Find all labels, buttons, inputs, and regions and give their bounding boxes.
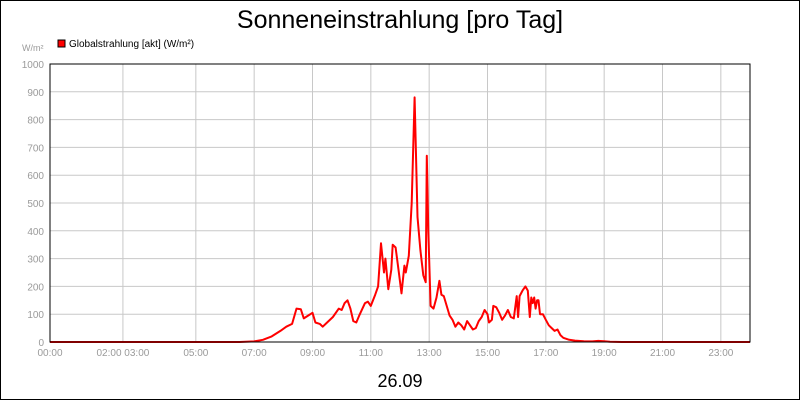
y-tick-label: 700 — [27, 143, 44, 154]
x-tick-label: 00:00 — [37, 348, 62, 359]
y-ticks: 0 100 200 300 400 500 600 700 800 900 1000 — [22, 60, 45, 349]
legend-label: Globalstrahlung [akt] (W/m²) — [69, 39, 194, 50]
x-tick-label: 05:00 — [183, 348, 208, 359]
chart-title: Sonneneinstrahlung [pro Tag] — [237, 6, 563, 34]
y-tick-label: 600 — [27, 171, 44, 182]
legend-swatch — [57, 39, 66, 48]
x-tick-label: 09:00 — [300, 348, 325, 359]
grid — [50, 64, 750, 342]
x-tick-label: 11:00 — [359, 348, 384, 359]
y-tick-label: 900 — [27, 88, 44, 99]
series-line-globalstrahlung — [50, 96, 750, 343]
y-axis-unit: W/m² — [22, 43, 44, 53]
legend: Globalstrahlung [akt] (W/m²) — [57, 39, 194, 50]
y-tick-label: 200 — [27, 282, 44, 293]
y-tick-label: 1000 — [22, 60, 45, 71]
y-tick-label: 500 — [27, 199, 44, 210]
x-tick-label: 21:00 — [650, 348, 675, 359]
x-tick-label: 07:00 — [242, 348, 267, 359]
x-tick-label: 13:00 — [417, 348, 442, 359]
x-tick-label: 23:00 — [708, 348, 733, 359]
y-tick-label: 300 — [27, 255, 44, 266]
y-tick-label: 0 — [38, 338, 44, 349]
y-tick-label: 800 — [27, 116, 44, 127]
x-tick-label: 15:00 — [475, 348, 500, 359]
x-tick-label: 19:00 — [592, 348, 617, 359]
x-axis-date-label: 26.09 — [377, 371, 422, 391]
x-tick-label: 02:00 03:00 — [97, 348, 150, 359]
plot-area — [49, 63, 751, 343]
x-tick-label: 17:00 — [533, 348, 558, 359]
y-tick-label: 400 — [27, 227, 44, 238]
series-layer — [50, 96, 750, 343]
y-tick-label: 100 — [27, 310, 44, 321]
x-ticks: 00:00 02:00 03:00 05:00 07:00 09:00 11:00 13:0… — [37, 348, 733, 359]
